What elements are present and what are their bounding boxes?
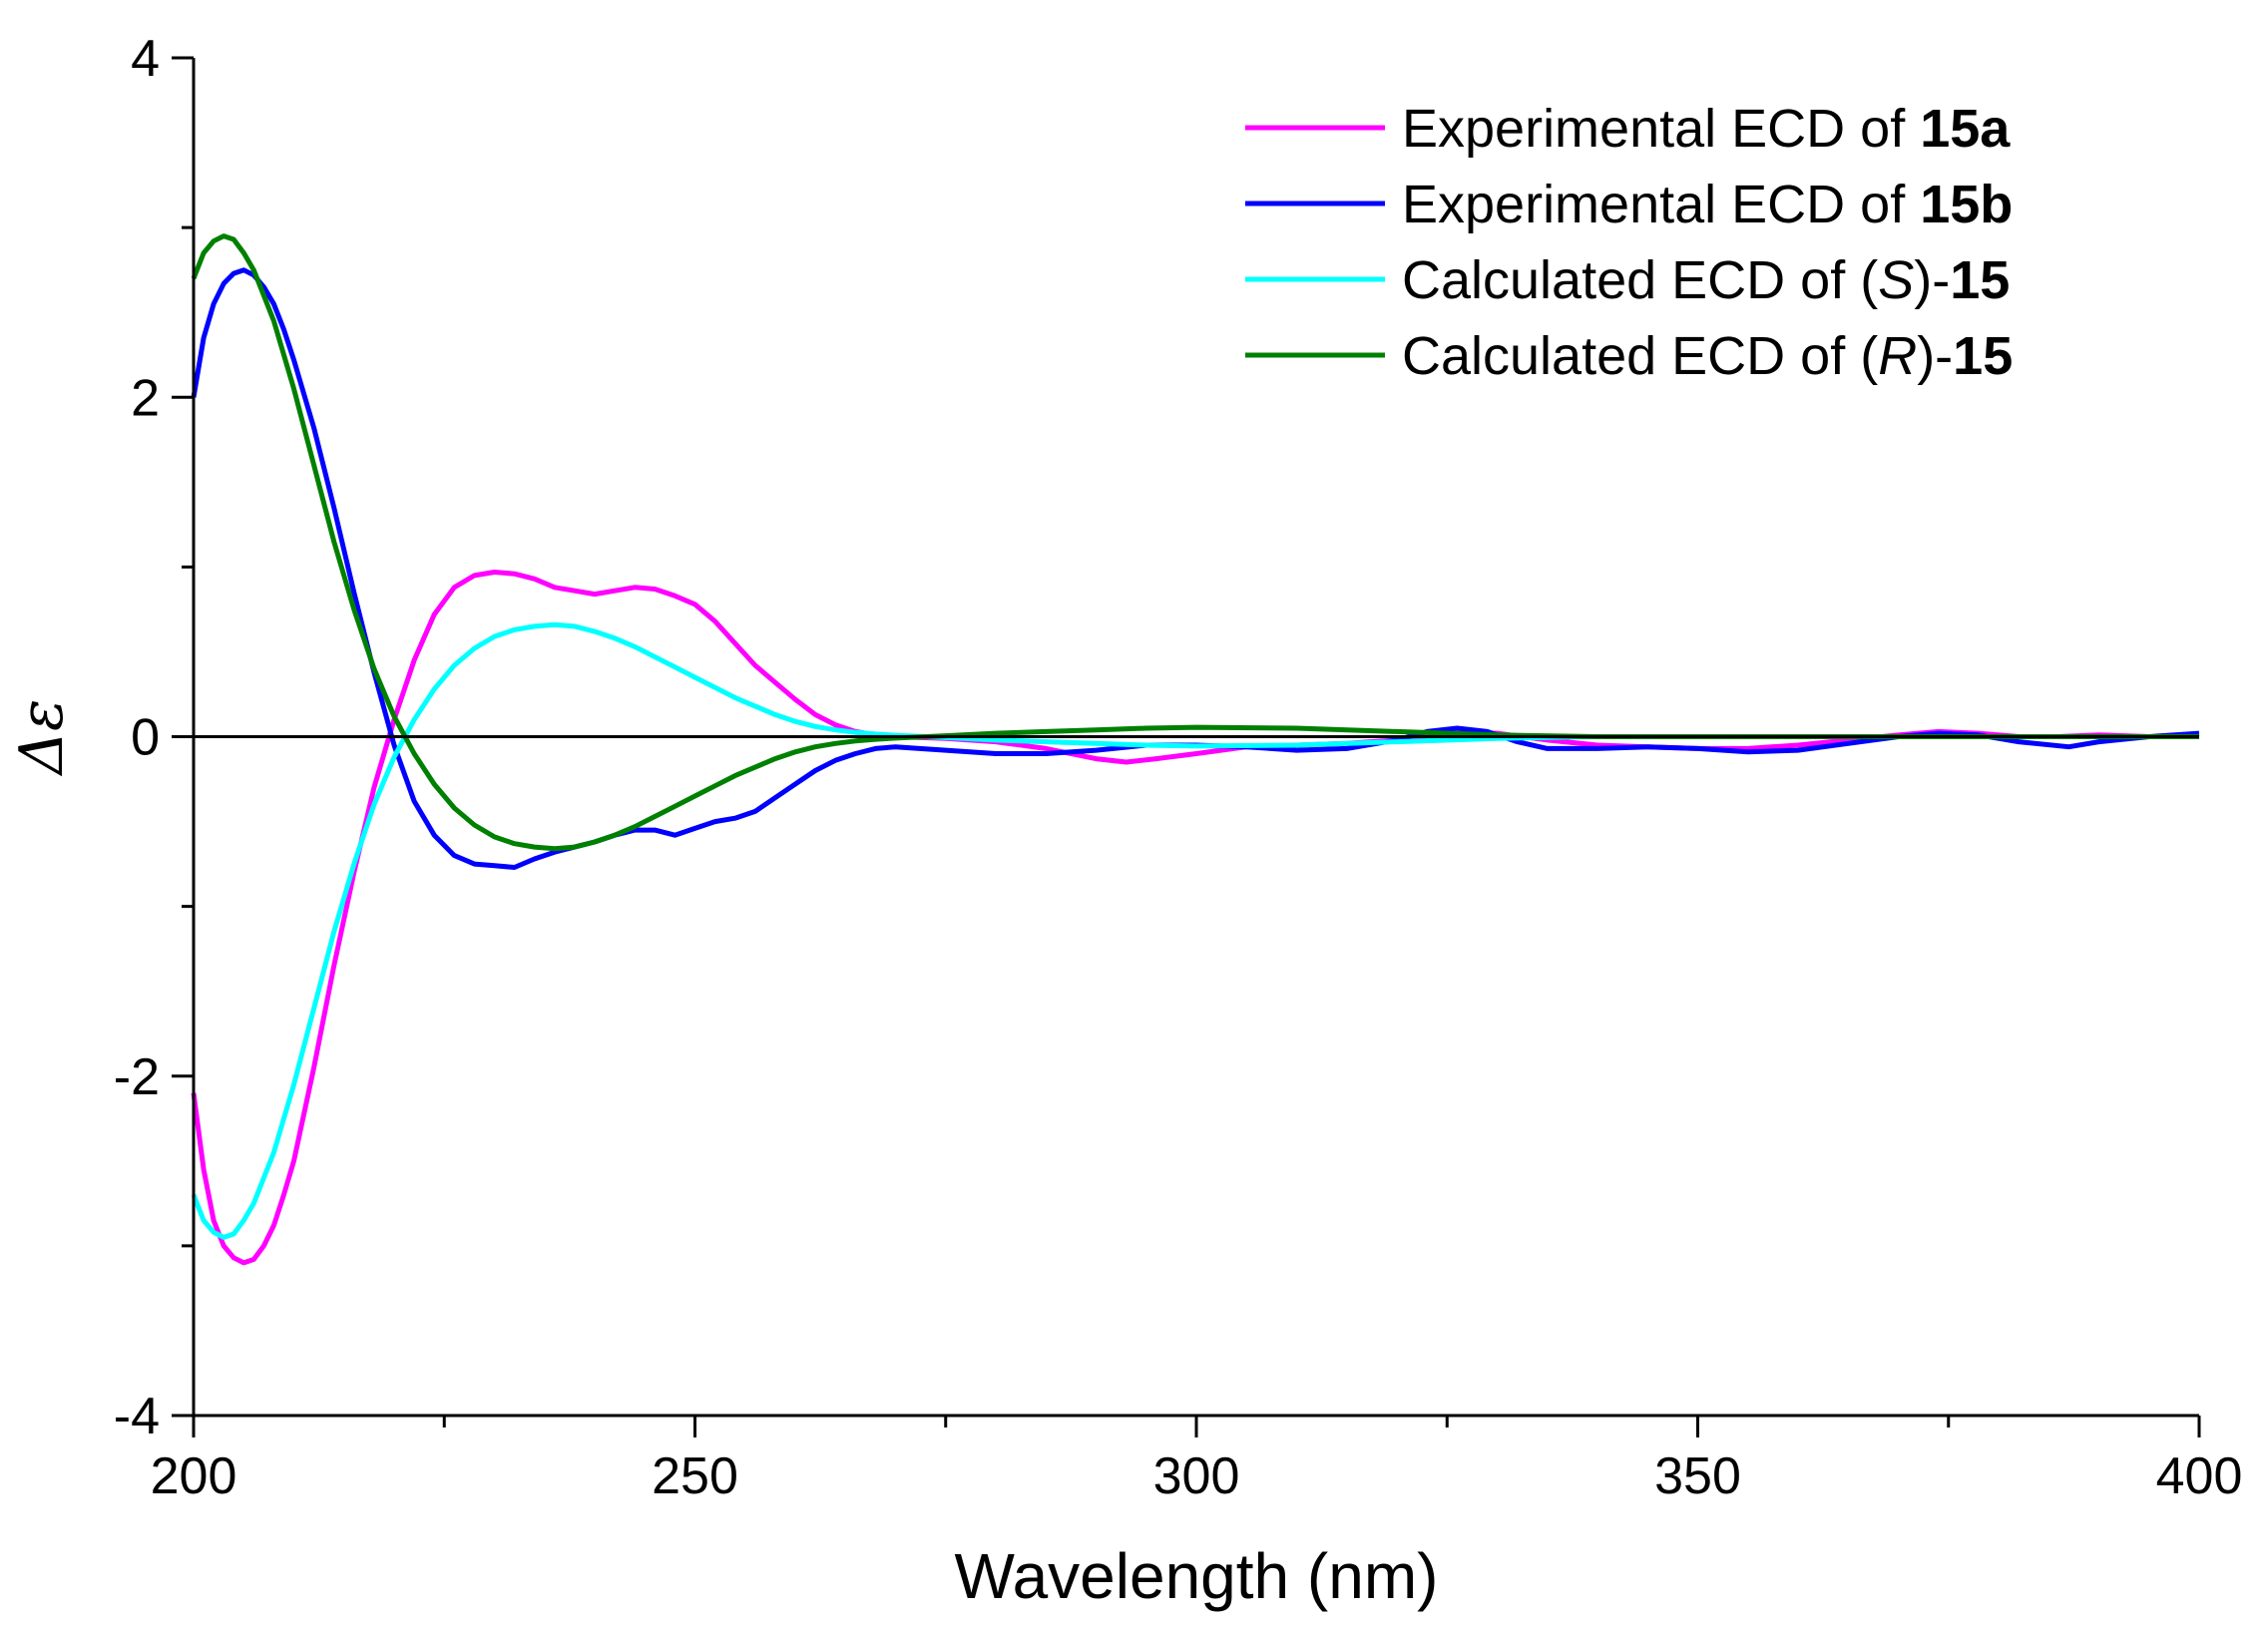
series-line-2: [191, 267, 2200, 870]
x-tick-label: 400: [2156, 1447, 2243, 1505]
x-axis-title: Wavelength (nm): [955, 1540, 1439, 1612]
legend-label-4: Calculated ECD of (R)-15: [1402, 326, 2013, 386]
legend-label-part: S: [1878, 250, 1914, 310]
y-tick-label: -2: [114, 1048, 160, 1106]
legend-label-part: Calculated ECD of (: [1402, 250, 1878, 310]
x-tick-label: 350: [1654, 1447, 1741, 1505]
series-line-4: [191, 233, 2199, 852]
legend-label-2: Experimental ECD of 15b: [1402, 175, 2013, 234]
plot-area: [191, 233, 2200, 1266]
legend-label-part: 15b: [1920, 175, 2013, 234]
legend-label-part: 15: [1950, 250, 2010, 310]
y-tick-label: 2: [131, 369, 160, 427]
legend-label-part: 15: [1953, 326, 2013, 386]
axes: 200 250 300 350 400 4 2 0 -2 -4 Wavelength (nm) Δε: [7, 30, 2242, 1612]
legend-label-part: R: [1878, 326, 1917, 386]
legend-label-part: Experimental ECD of: [1402, 175, 1920, 234]
x-tick-label: 250: [652, 1447, 738, 1505]
y-tick-label: -4: [114, 1388, 160, 1445]
x-tick-label: 200: [151, 1447, 237, 1505]
y-axis-title: Δε: [7, 699, 77, 777]
legend-label-part: )-: [1917, 326, 1953, 386]
x-tick-label: 300: [1153, 1447, 1240, 1505]
legend-label-part: 15a: [1920, 99, 2011, 159]
y-tick-label: 4: [131, 30, 160, 88]
legend-label-3: Calculated ECD of (S)-15: [1402, 250, 2010, 310]
series-line-3: [191, 621, 2199, 1240]
y-tick-label: 0: [131, 709, 160, 767]
legend-label-part: Experimental ECD of: [1402, 99, 1920, 159]
legend-label-1: Experimental ECD of 15a: [1402, 99, 2011, 159]
legend-label-part: Calculated ECD of (: [1402, 326, 1878, 386]
legend-label-part: )-: [1914, 250, 1950, 310]
series-line-1: [191, 570, 2199, 1266]
